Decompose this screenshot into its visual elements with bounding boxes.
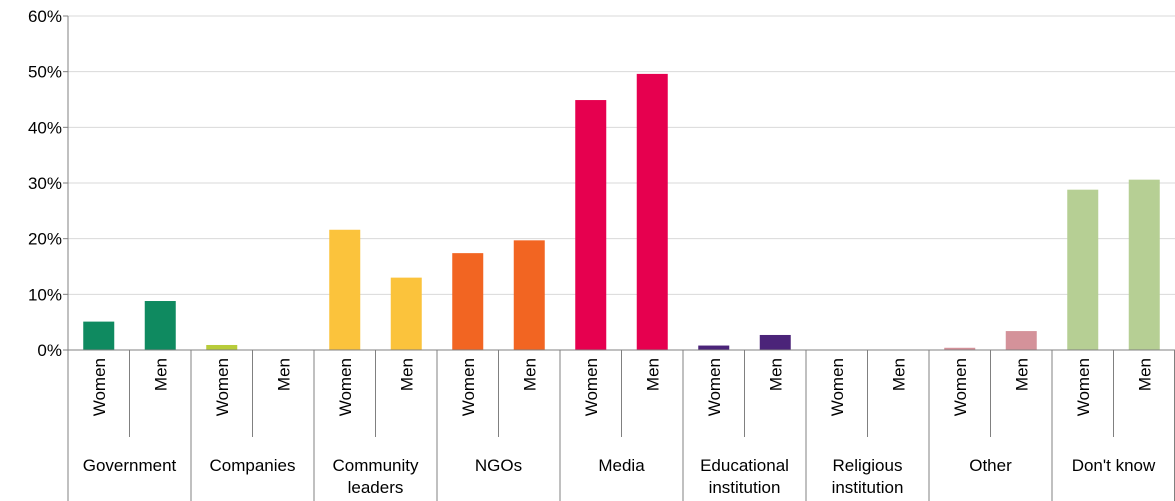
bar [636,73,668,350]
bar [759,334,791,350]
subcategory-label: Men [889,358,908,391]
subcategory-label: Women [705,358,724,416]
group-label: NGOs [475,456,522,475]
subcategory-label: Men [1012,358,1031,391]
group-label: Companies [210,456,296,475]
group-label: Religious institution [832,456,904,497]
bar [698,345,730,350]
group-label: Other [969,456,1012,475]
subcategory-label: Men [397,358,416,391]
bar [1005,331,1037,350]
subcategory-label: Women [828,358,847,416]
subcategory-label: Women [336,358,355,416]
group-label: Media [598,456,645,475]
group-label-line: NGOs [475,456,522,475]
group-label: Government [83,456,177,475]
subcategory-label: Men [766,358,785,391]
bar [1128,179,1160,350]
group-label-line: Educational [700,456,789,475]
group-label: Educational institution [700,456,789,497]
group-label-line: Community [333,456,419,475]
group-label: Community leaders [333,456,419,497]
bar [390,277,422,350]
group-label-line: Religious [833,456,903,475]
subcategory-label: Women [213,358,232,416]
bar [575,100,607,350]
subcategory-label: Men [151,358,170,391]
bar [944,347,976,350]
bar [1067,189,1099,350]
bar [83,321,115,350]
y-tick-label: 10% [28,285,62,304]
y-tick-label: 50% [28,63,62,82]
subcategory-label: Women [951,358,970,416]
bar [206,344,238,350]
subcategory-label: Men [520,358,539,391]
y-tick-label: 40% [28,118,62,137]
subcategory-label: Women [582,358,601,416]
y-tick-label: 20% [28,230,62,249]
group-label-line: institution [709,478,781,497]
subcategory-label: Men [274,358,293,391]
group-label-line: Other [969,456,1012,475]
subcategory-label: Men [643,358,662,391]
bar [452,253,484,350]
y-tick-label: 0% [37,341,62,360]
group-label-line: Don't know [1072,456,1156,475]
bar [329,229,361,350]
subcategory-label: Men [1135,358,1154,391]
group-label-line: Government [83,456,177,475]
subcategory-label: Women [1074,358,1093,416]
group-label: Don't know [1072,456,1156,475]
subcategory-label: Women [90,358,109,416]
group-label-line: institution [832,478,904,497]
bar [144,301,176,350]
group-label-line: Companies [210,456,296,475]
group-label-line: Media [598,456,645,475]
y-tick-label: 60% [28,7,62,26]
bar [513,240,545,350]
y-tick-label: 30% [28,174,62,193]
subcategory-label: Women [459,358,478,416]
group-label-line: leaders [348,478,404,497]
